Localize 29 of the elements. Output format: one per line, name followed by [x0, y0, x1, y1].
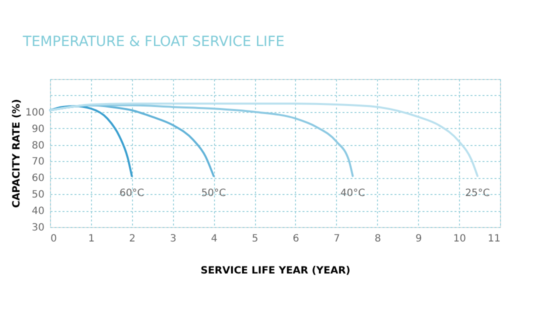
x-tick-label: 5 — [252, 234, 258, 244]
y-tick-label: 30 — [32, 222, 44, 234]
x-tick-label: 2 — [129, 234, 136, 244]
y-tick-label: 60 — [32, 173, 44, 184]
x-tick-label: 3 — [170, 234, 176, 244]
x-tick-label: 1 — [88, 234, 95, 244]
x-tick-label: 7 — [334, 234, 340, 244]
series-label: 60°C — [119, 188, 144, 200]
x-axis-title: SERVICE LIFE YEAR (YEAR) — [200, 266, 350, 276]
line-series — [49, 105, 133, 178]
x-tick-label: 0 — [50, 234, 57, 244]
y-tick-label: 70 — [32, 156, 44, 168]
y-tick-label: 50 — [32, 190, 44, 201]
series-label: 50°C — [201, 188, 226, 200]
x-tick-label: 9 — [415, 234, 422, 244]
chart-title: TEMPERATURE & FLOAT SERVICE LIFE — [22, 34, 284, 50]
x-tick-label: 6 — [292, 234, 300, 244]
y-tick-label: 90 — [32, 124, 44, 135]
y-tick-label: 40 — [32, 206, 44, 218]
x-tick-label: 11 — [488, 234, 500, 244]
x-tick-label: 4 — [210, 234, 218, 244]
x-tick-label: 8 — [374, 234, 381, 244]
series-label: 25°C — [465, 188, 490, 200]
y-tick-label: 80 — [32, 140, 44, 152]
y-axis-title: CAPACITY RATE (%) — [11, 99, 22, 208]
series-label: 40°C — [340, 188, 366, 200]
x-tick-label: 10 — [453, 234, 466, 244]
y-tick-label: 100 — [25, 107, 44, 118]
line-series — [49, 102, 478, 178]
